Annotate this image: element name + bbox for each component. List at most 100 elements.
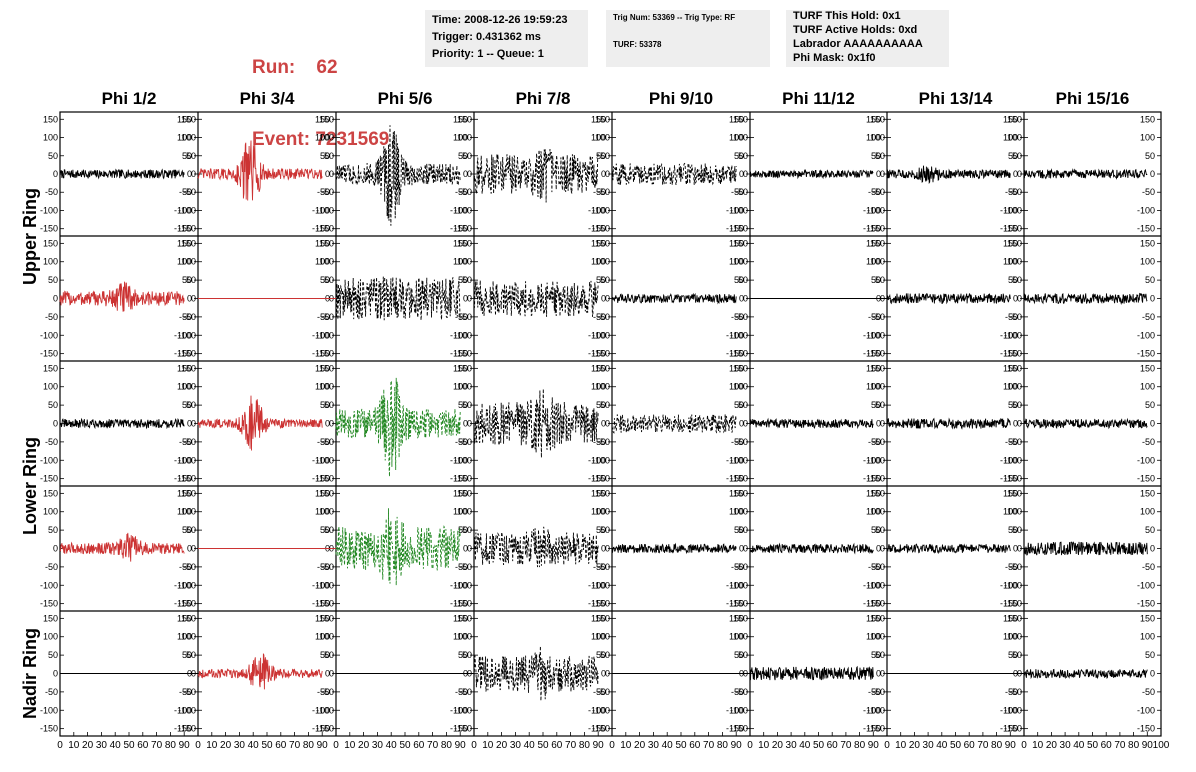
waveform-trace: [59, 532, 185, 562]
y-tick-label: -50: [593, 687, 606, 697]
y-tick-label: -150: [592, 599, 610, 609]
y-tick-label: -100: [592, 205, 610, 215]
x-tick-label: 30: [648, 740, 660, 751]
y-tick-label: -50: [593, 187, 606, 197]
x-tick-label: 70: [977, 740, 989, 751]
x-tick-label: 30: [510, 740, 522, 751]
y-tick-label: -50: [45, 437, 58, 447]
y-tick-label: 100: [43, 133, 58, 143]
y-tick-label: -150: [1004, 599, 1022, 609]
y-tick-label: 150: [591, 488, 606, 498]
y-tick-label: 100: [1007, 133, 1022, 143]
y-tick-label: 0: [187, 544, 192, 554]
y-tick-label: -150: [40, 474, 58, 484]
y-tick-label: -50: [1142, 437, 1155, 447]
ring-label: Lower Ring: [20, 437, 40, 535]
y-tick-label: -150: [1137, 599, 1155, 609]
y-tick-label: 50: [458, 525, 468, 535]
y-tick-label: -150: [592, 349, 610, 359]
y-tick-label: 150: [177, 114, 192, 124]
y-tick-label: -100: [178, 455, 196, 465]
y-tick-label: -50: [321, 187, 334, 197]
waveform-trace: [611, 162, 737, 186]
x-tick-label: 0: [609, 740, 615, 751]
y-tick-label: -50: [179, 562, 192, 572]
y-tick-label: -50: [735, 687, 748, 697]
y-tick-label: -150: [178, 349, 196, 359]
y-tick-label: -100: [178, 205, 196, 215]
y-tick-label: 0: [187, 169, 192, 179]
y-tick-label: 150: [733, 613, 748, 623]
y-tick-label: -100: [316, 705, 334, 715]
y-tick-label: 50: [48, 400, 58, 410]
x-tick-label: 50: [950, 740, 962, 751]
y-tick-label: 150: [1140, 613, 1155, 623]
time-info-box: Time: 2008-12-26 19:59:23 Trigger: 0.431…: [425, 10, 588, 67]
x-tick-label: 60: [964, 740, 976, 751]
y-tick-label: -150: [450, 724, 468, 734]
waveform-trace: [1023, 417, 1148, 430]
y-tick-label: -100: [1004, 330, 1022, 340]
y-tick-label: 150: [177, 238, 192, 248]
y-tick-label: -50: [45, 687, 58, 697]
y-tick-label: 100: [1140, 507, 1155, 517]
x-tick-label: 80: [579, 740, 591, 751]
y-tick-label: 0: [880, 669, 885, 679]
y-tick-label: 0: [739, 419, 744, 429]
waveform-trace: [59, 168, 185, 180]
y-tick-label: 100: [733, 632, 748, 642]
y-tick-label: -50: [45, 562, 58, 572]
y-tick-label: 0: [463, 169, 468, 179]
x-tick-label: 0: [884, 740, 890, 751]
y-tick-label: 0: [876, 669, 881, 679]
trigger-text: Trigger: 0.431362 ms: [432, 31, 541, 43]
x-tick-label: 70: [703, 740, 715, 751]
y-tick-label: -150: [454, 349, 472, 359]
y-tick-label: -50: [459, 687, 472, 697]
y-tick-label: -100: [588, 705, 606, 715]
y-tick-label: 100: [729, 257, 744, 267]
y-tick-label: 100: [453, 382, 468, 392]
waveform-trace: [335, 377, 461, 477]
y-tick-label: 100: [866, 632, 881, 642]
y-tick-label: 100: [595, 257, 610, 267]
y-tick-label: 0: [1150, 544, 1155, 554]
y-tick-label: 100: [866, 507, 881, 517]
y-tick-label: 50: [734, 400, 744, 410]
y-tick-label: 50: [871, 400, 881, 410]
y-tick-label: -100: [40, 705, 58, 715]
y-tick-label: 100: [733, 257, 748, 267]
y-tick-label: -50: [1009, 437, 1022, 447]
y-tick-label: 100: [591, 382, 606, 392]
y-tick-label: -150: [726, 224, 744, 234]
y-tick-label: 50: [738, 275, 748, 285]
waveform-trace: [1023, 168, 1148, 180]
y-tick-label: 150: [319, 613, 334, 623]
x-tick-label: 90: [593, 740, 605, 751]
y-tick-label: -150: [730, 474, 748, 484]
x-tick-label: 80: [303, 740, 315, 751]
waveform-trace: [59, 281, 185, 312]
y-tick-label: -100: [174, 580, 192, 590]
y-tick-label: -50: [597, 312, 610, 322]
y-tick-label: -100: [316, 330, 334, 340]
y-tick-label: 50: [320, 275, 330, 285]
y-tick-label: -100: [592, 580, 610, 590]
y-tick-label: -50: [321, 562, 334, 572]
x-tick-label: 20: [1046, 740, 1058, 751]
y-tick-label: 50: [182, 275, 192, 285]
y-tick-label: 100: [319, 507, 334, 517]
y-tick-label: -50: [1009, 312, 1022, 322]
y-tick-label: 150: [457, 363, 472, 373]
y-tick-label: -150: [1000, 599, 1018, 609]
y-tick-label: 0: [876, 169, 881, 179]
y-tick-label: 0: [876, 544, 881, 554]
y-tick-label: -150: [316, 474, 334, 484]
y-tick-label: -100: [726, 330, 744, 340]
y-tick-label: 150: [1007, 238, 1022, 248]
y-tick-label: -50: [179, 437, 192, 447]
y-tick-label: -150: [726, 724, 744, 734]
x-tick-label: 60: [413, 740, 425, 751]
y-tick-label: 150: [866, 363, 881, 373]
